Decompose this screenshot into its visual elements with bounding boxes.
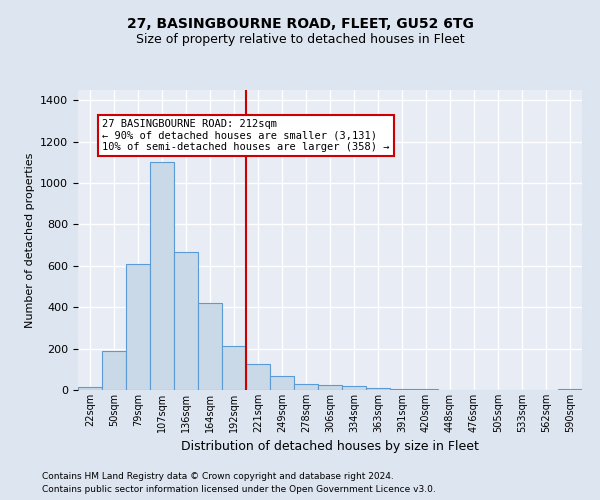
Text: 27 BASINGBOURNE ROAD: 212sqm
← 90% of detached houses are smaller (3,131)
10% of: 27 BASINGBOURNE ROAD: 212sqm ← 90% of de… <box>102 119 389 152</box>
Bar <box>198 303 222 390</box>
Y-axis label: Number of detached properties: Number of detached properties <box>25 152 35 328</box>
Bar <box>78 387 102 390</box>
Bar <box>294 384 318 390</box>
Bar <box>126 264 150 390</box>
Text: Contains HM Land Registry data © Crown copyright and database right 2024.: Contains HM Land Registry data © Crown c… <box>42 472 394 481</box>
Bar <box>174 252 198 390</box>
Bar <box>150 162 174 390</box>
Bar <box>246 364 270 390</box>
Bar <box>366 388 390 390</box>
Bar <box>558 389 582 390</box>
X-axis label: Distribution of detached houses by size in Fleet: Distribution of detached houses by size … <box>181 440 479 454</box>
Bar <box>270 376 294 390</box>
Text: Size of property relative to detached houses in Fleet: Size of property relative to detached ho… <box>136 32 464 46</box>
Bar <box>342 386 366 390</box>
Bar <box>102 350 126 390</box>
Text: Contains public sector information licensed under the Open Government Licence v3: Contains public sector information licen… <box>42 485 436 494</box>
Bar <box>390 389 414 390</box>
Bar <box>318 385 342 390</box>
Bar <box>222 346 246 390</box>
Text: 27, BASINGBOURNE ROAD, FLEET, GU52 6TG: 27, BASINGBOURNE ROAD, FLEET, GU52 6TG <box>127 18 473 32</box>
